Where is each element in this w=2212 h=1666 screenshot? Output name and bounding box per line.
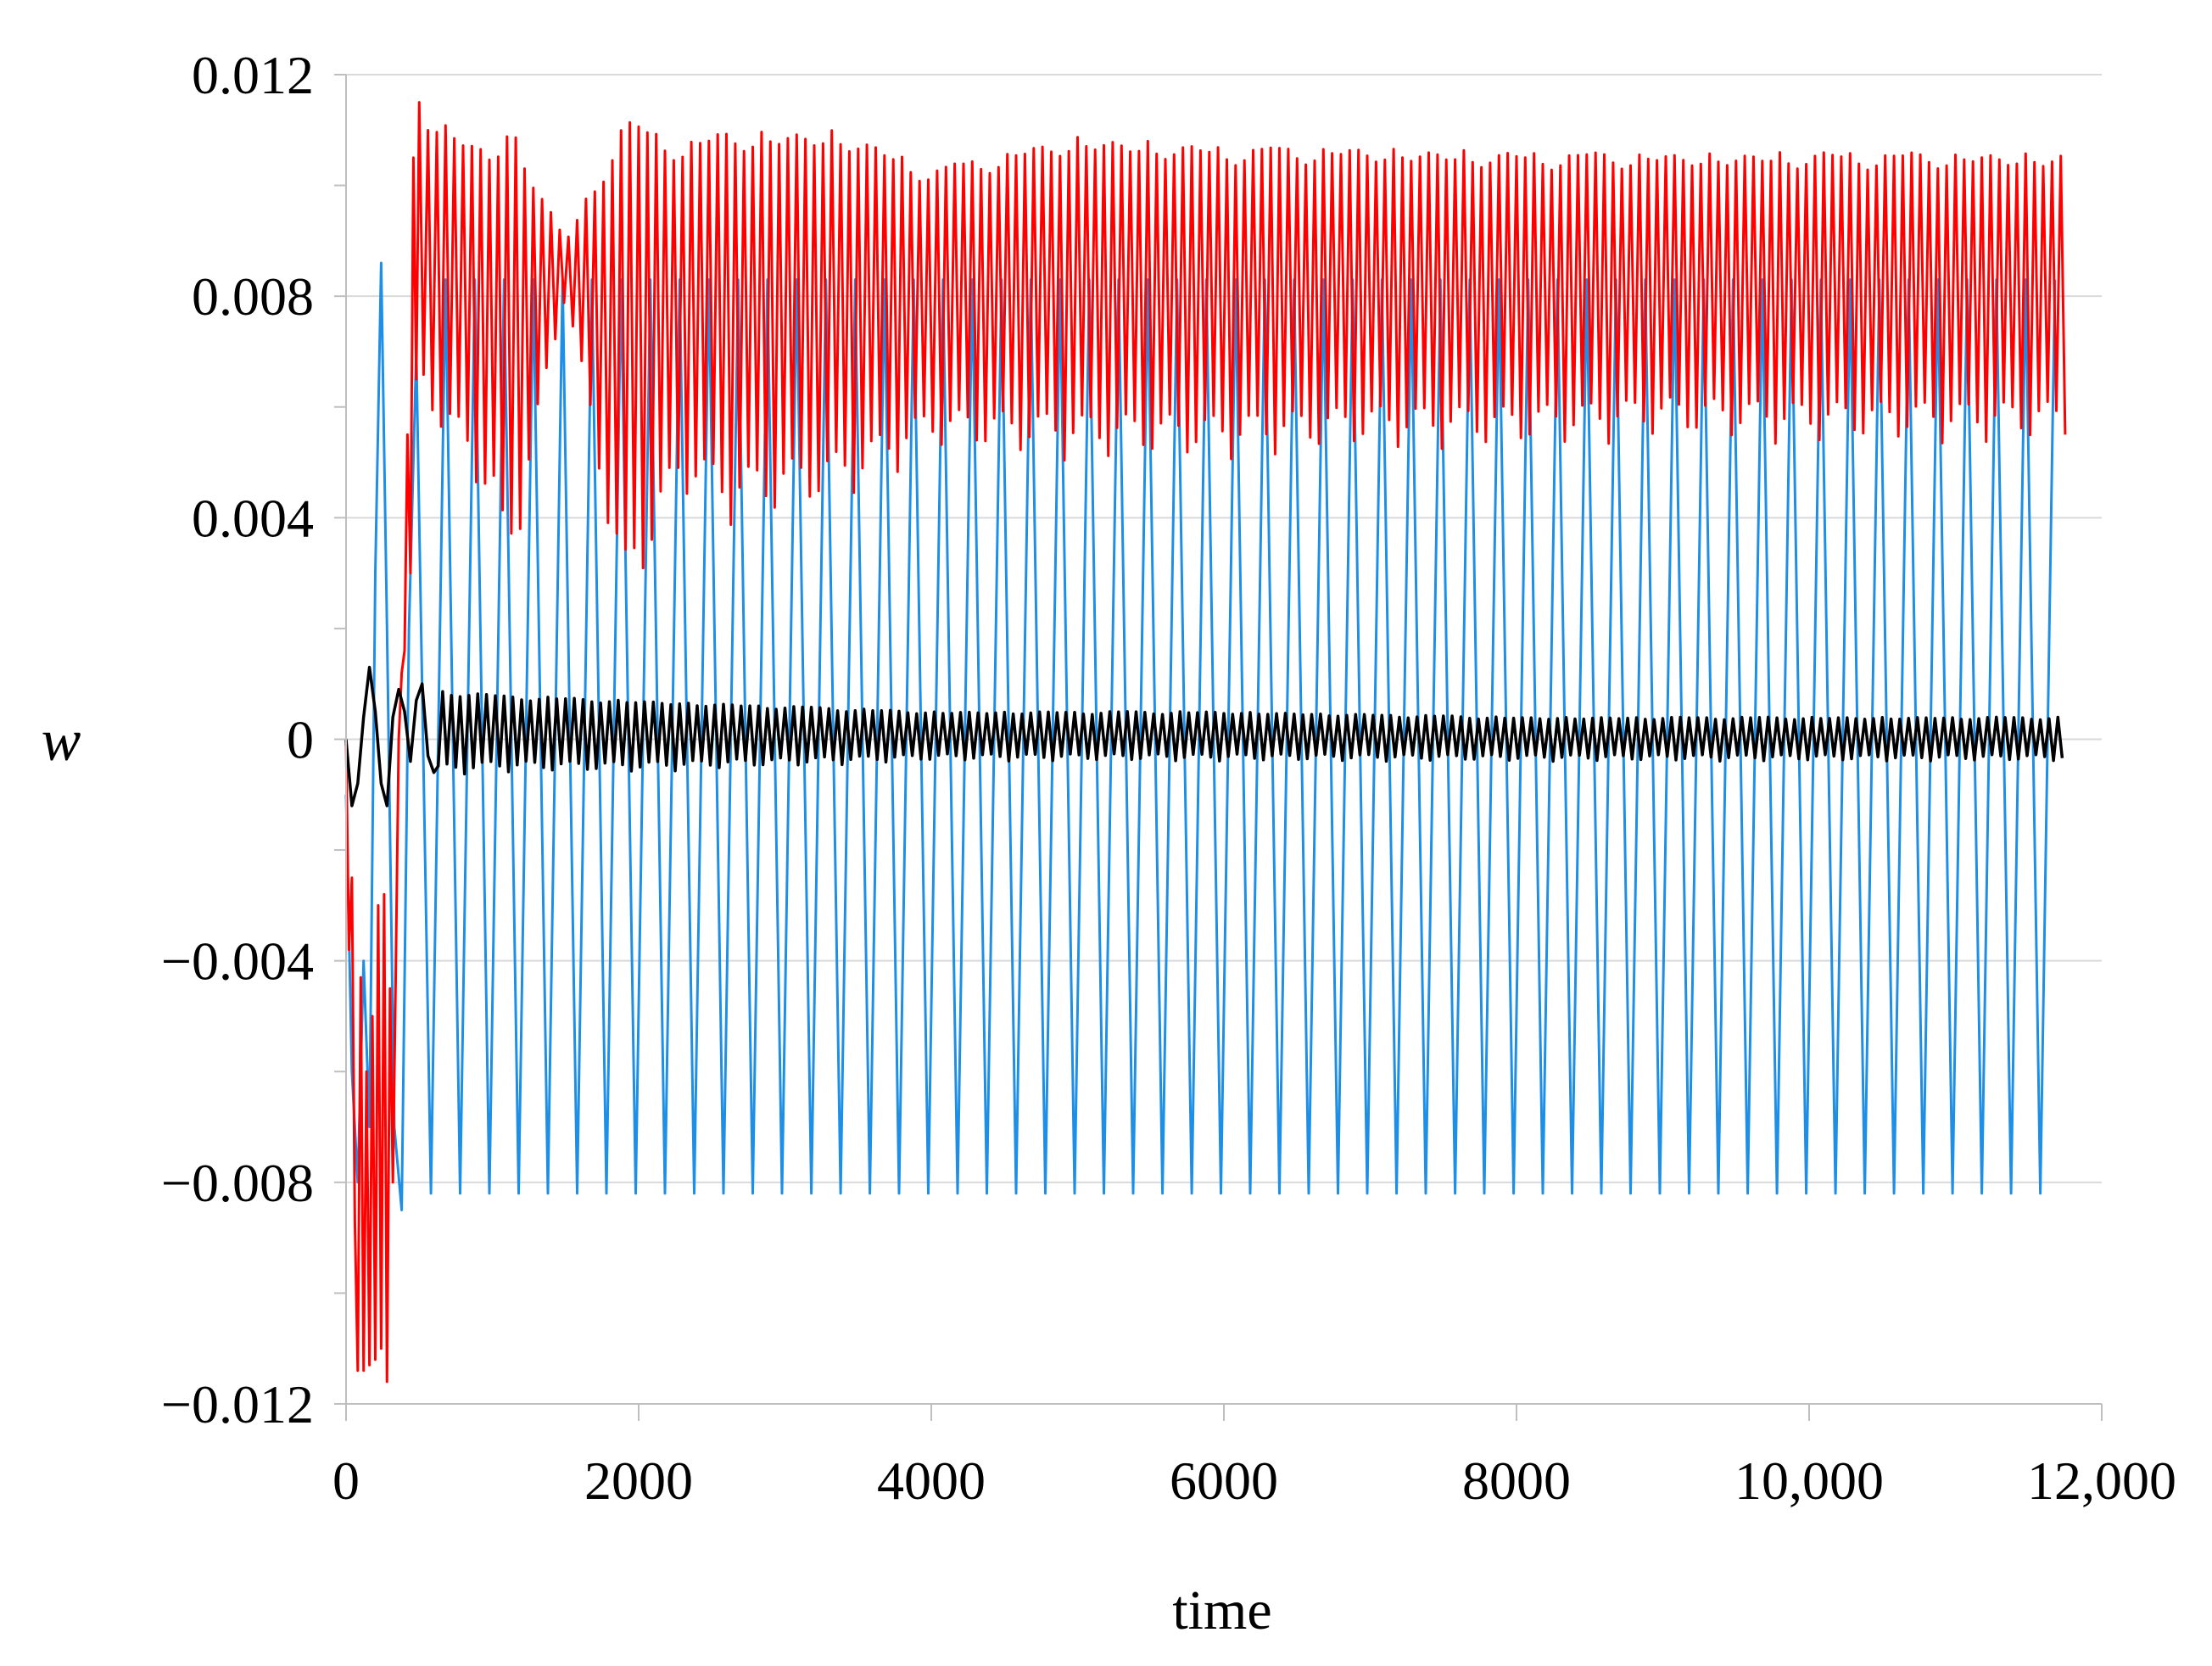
- x-tick-label-5: 10,000: [1734, 1451, 1884, 1511]
- y-tick-label-3: 0: [287, 710, 314, 770]
- x-tick-label-0: 0: [332, 1451, 360, 1511]
- x-tick-label-2: 4000: [877, 1451, 986, 1511]
- y-tick-label-4: −0.004: [161, 931, 314, 992]
- x-tick-label-6: 12,000: [2027, 1451, 2176, 1511]
- series-line-2: [344, 665, 2064, 808]
- y-tick-label-0: 0.012: [192, 45, 314, 105]
- series-line-1: [344, 101, 2067, 1384]
- y-axis-title: w: [42, 708, 81, 774]
- y-tick-label-2: 0.004: [192, 488, 314, 548]
- axes: [334, 74, 2103, 1421]
- y-tick-label-1: 0.008: [192, 266, 314, 327]
- x-tick-label-1: 2000: [584, 1451, 693, 1511]
- series-layer: [344, 101, 2067, 1384]
- x-axis-title: time: [1172, 1579, 1271, 1641]
- y-tick-label-5: −0.008: [161, 1153, 314, 1213]
- x-tick-label-4: 8000: [1462, 1451, 1571, 1511]
- tick-labels: 0.012 0.008 0.004 0 −0.004 −0.008 −0.012 0 2000 4…: [161, 45, 2176, 1511]
- y-tick-label-6: −0.012: [161, 1374, 314, 1434]
- x-tick-label-3: 6000: [1170, 1451, 1278, 1511]
